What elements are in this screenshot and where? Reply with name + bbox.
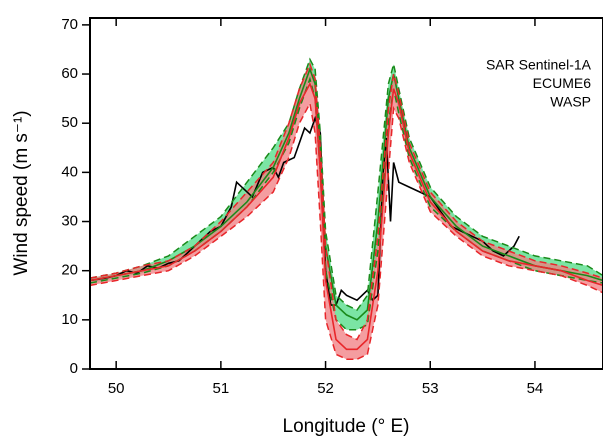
y-tick-label: 40	[61, 163, 78, 180]
band-edge	[90, 76, 603, 331]
x-tick-label: 50	[108, 380, 125, 397]
legend-label: SAR Sentinel-1A	[486, 57, 592, 73]
x-tick-label: 53	[422, 380, 439, 397]
line	[90, 115, 520, 306]
y-tick-label: 60	[61, 65, 78, 82]
x-tick-label: 54	[527, 380, 544, 397]
band-edge	[90, 101, 603, 360]
plot-area	[90, 57, 603, 360]
plot-frame	[89, 17, 603, 370]
y-tick-label: 20	[61, 262, 78, 279]
y-tick-label: 10	[61, 311, 78, 328]
y-tick-label: 30	[61, 212, 78, 229]
y-tick-label: 70	[61, 16, 78, 33]
y-tick-label: 50	[61, 114, 78, 131]
band	[90, 59, 603, 330]
band-edge	[90, 57, 603, 311]
line	[90, 66, 603, 321]
line	[90, 81, 603, 351]
x-axis-label: Longitude (° E)	[283, 416, 410, 437]
legend-label: ECUME6	[533, 75, 592, 91]
x-tick-label: 52	[317, 380, 334, 397]
band-edge	[90, 62, 603, 341]
x-tick-label: 51	[213, 380, 230, 397]
y-tick-label: 0	[70, 360, 78, 377]
y-axis-label: Wind speed (m s⁻¹)	[11, 110, 32, 275]
legend-label: WASP	[550, 94, 591, 110]
